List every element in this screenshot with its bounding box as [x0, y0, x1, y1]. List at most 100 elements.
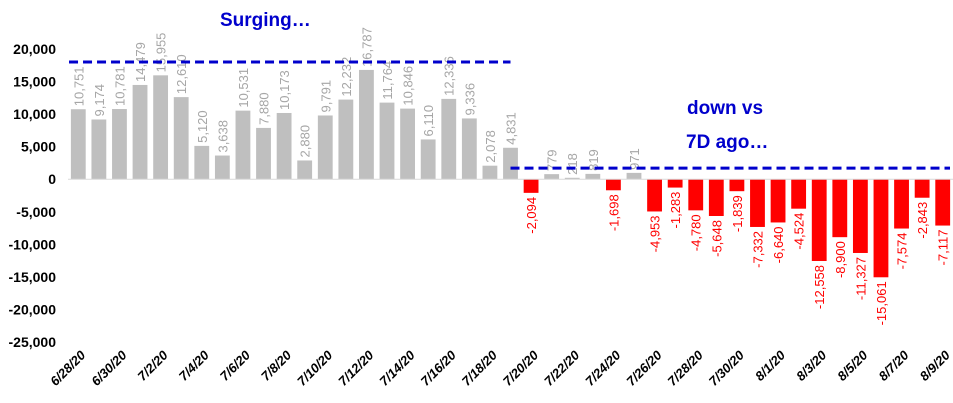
bar-negative	[605, 179, 621, 191]
x-tick-label: 8/9/20	[917, 347, 953, 384]
data-label: 218	[565, 153, 580, 175]
bar-positive	[482, 165, 498, 180]
bar-negative	[894, 179, 909, 229]
bar-positive	[461, 118, 477, 180]
bar-positive	[441, 98, 457, 180]
bar-positive	[173, 97, 189, 180]
data-label: -7,117	[936, 230, 951, 266]
y-tick-label: 15,000	[13, 74, 56, 90]
data-label: 11,764	[380, 61, 395, 100]
x-tick-label: 7/18/20	[459, 347, 501, 389]
data-label: 2,880	[298, 125, 313, 158]
bar-negative	[688, 179, 704, 211]
x-tick-label: 7/6/20	[217, 347, 254, 384]
data-label: -7,332	[750, 231, 765, 268]
x-tick-label: 8/5/20	[834, 347, 871, 384]
bar-positive	[585, 173, 601, 180]
bars-layer	[70, 69, 951, 278]
bar-negative	[523, 179, 539, 193]
data-label: -4,524	[792, 213, 807, 250]
bar-negative	[852, 179, 868, 253]
x-tick-label: 7/10/20	[294, 347, 336, 389]
data-label: 7,880	[257, 92, 272, 125]
y-tick-label: -5,000	[16, 204, 56, 220]
data-label: -7,574	[895, 233, 910, 270]
bar-positive	[379, 102, 395, 180]
data-label: -1,839	[730, 195, 745, 232]
x-tick-label: 7/26/20	[623, 347, 665, 389]
data-label: 10,173	[277, 70, 292, 110]
y-tick-label: -15,000	[9, 269, 57, 285]
bar-positive	[214, 155, 230, 180]
x-axis: 6/28/20 6/30/20 7/2/20 7/4/20 7/6/20 7/8/20 7/…	[47, 347, 953, 389]
data-label: 9,336	[462, 83, 477, 116]
x-tick-label: 7/28/20	[665, 347, 707, 389]
bar-positive	[112, 109, 127, 180]
bar-negative	[935, 179, 951, 226]
bar-positive	[297, 160, 313, 180]
data-label: 10,751	[71, 66, 86, 106]
x-tick-label: 6/28/20	[47, 347, 89, 389]
bar-positive	[564, 177, 580, 180]
bar-negative	[750, 179, 765, 227]
data-label: 15,955	[154, 33, 169, 73]
bar-positive	[544, 174, 560, 180]
data-label: 9,791	[318, 80, 333, 113]
x-tick-label: 7/12/20	[335, 347, 377, 389]
bar-positive	[503, 147, 518, 180]
bar-positive	[70, 109, 86, 180]
x-tick-label: 8/7/20	[875, 347, 912, 384]
bar-positive	[400, 108, 416, 180]
x-tick-label: 8/3/20	[793, 347, 830, 384]
y-tick-label: 5,000	[21, 139, 56, 155]
data-label: -1,283	[668, 192, 683, 229]
x-tick-label: 7/22/20	[541, 347, 583, 389]
y-tick-label: -10,000	[9, 236, 57, 252]
x-tick-label: 8/1/20	[752, 347, 789, 384]
data-label: -4,780	[689, 214, 704, 251]
y-tick-label: -25,000	[9, 334, 57, 350]
data-label: 10,531	[236, 68, 251, 108]
y-tick-label: 0	[48, 171, 56, 187]
bar-negative	[667, 179, 683, 188]
bar-negative	[832, 179, 848, 238]
data-label: -5,648	[709, 220, 724, 257]
data-label: -2,094	[524, 197, 539, 234]
data-label: -15,061	[874, 281, 889, 325]
x-tick-label: 6/30/20	[88, 347, 130, 389]
bar-positive	[91, 119, 107, 180]
bar-negative	[770, 179, 786, 223]
bar-positive	[194, 145, 210, 180]
bar-positive	[132, 84, 148, 180]
bar-negative	[791, 179, 807, 209]
x-tick-label: 7/30/20	[706, 347, 748, 389]
data-label: -12,558	[812, 265, 827, 309]
y-tick-label: -20,000	[9, 301, 57, 317]
bar-positive	[256, 127, 271, 180]
bar-positive	[338, 99, 354, 180]
data-label: 819	[586, 149, 601, 171]
data-label: 9,174	[92, 84, 107, 117]
data-label: -11,327	[853, 257, 868, 300]
bar-positive	[420, 139, 436, 180]
data-label: -6,640	[771, 226, 786, 263]
data-label: -2,843	[915, 202, 930, 239]
bar-negative	[647, 179, 662, 212]
data-label: 10,781	[112, 66, 127, 106]
data-label: -1,698	[606, 194, 621, 231]
bar-positive	[359, 69, 374, 180]
bar-positive	[235, 110, 251, 180]
x-tick-label: 7/14/20	[376, 347, 418, 389]
data-label: 3,638	[215, 120, 230, 153]
bar-negative	[708, 179, 724, 216]
data-label: 971	[627, 148, 642, 170]
data-label: -8,900	[833, 241, 848, 278]
data-label: 4,831	[504, 112, 519, 145]
data-label: 6,110	[421, 105, 436, 137]
x-tick-label: 7/8/20	[258, 347, 295, 384]
bar-positive	[276, 112, 292, 180]
y-tick-label: 10,000	[13, 106, 56, 122]
data-label: 12,610	[174, 54, 189, 94]
